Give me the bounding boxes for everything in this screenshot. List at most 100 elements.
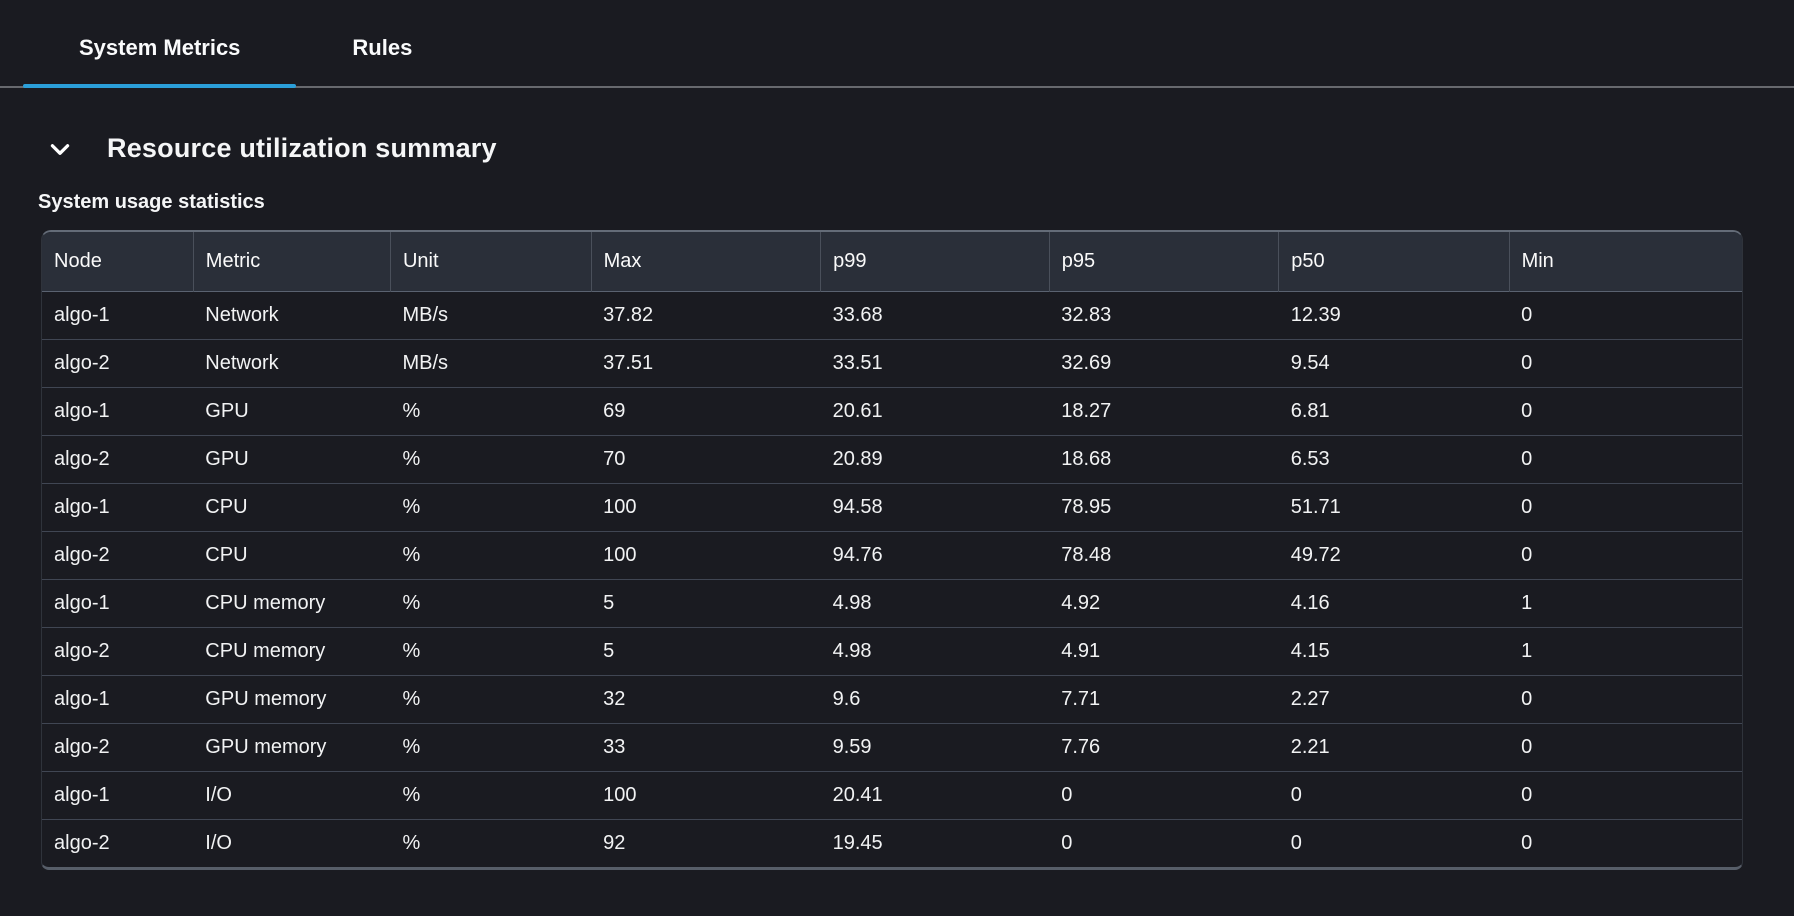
- cell-node: algo-2: [42, 818, 194, 867]
- table-row: algo-2 GPU% 70 20.89 18.68 6.53 0: [42, 434, 1742, 483]
- table-row: algo-2 CPU memory% 5 4.98 4.91 4.15 1: [42, 626, 1742, 675]
- column-header-unit: Unit: [390, 232, 592, 291]
- cell-p95: 0: [1049, 770, 1279, 819]
- cell-metric: CPU: [193, 482, 391, 531]
- cell-node: algo-1: [42, 674, 194, 723]
- cell-min: 1: [1509, 578, 1742, 627]
- table-row: algo-2 Network MB/s 37.51 33.51 32.69 9.54 0: [42, 338, 1742, 387]
- cell-unit: %: [390, 626, 592, 675]
- cell-p50: 12.39: [1278, 290, 1510, 339]
- cell-p95: 78.95: [1049, 482, 1279, 531]
- cell-max: 100: [591, 530, 821, 579]
- cell-node: algo-1: [42, 482, 194, 531]
- cell-node: algo-2: [42, 626, 194, 675]
- cell-p99: 9.6: [820, 674, 1050, 723]
- cell-p99: 20.89: [820, 434, 1050, 483]
- cell-node: algo-2: [42, 338, 194, 387]
- cell-p50: 49.72: [1278, 530, 1510, 579]
- table-row: algo-1 I/O% 100 20.41 0 0 0: [42, 770, 1742, 819]
- system-usage-statistics-table: Node Metric Unit Max p99 p95 p50 Min algo-1 Netw…: [42, 232, 1742, 867]
- cell-max: 100: [591, 482, 821, 531]
- tab-bar: System Metrics Rules: [0, 0, 1794, 88]
- table-body: algo-1 Network MB/s 37.82 33.68 32.83 12.39 0 al…: [42, 290, 1742, 867]
- cell-unit: MB/s: [390, 290, 592, 339]
- cell-node: algo-2: [42, 530, 194, 579]
- cell-metric: GPU memory: [193, 722, 391, 771]
- cell-p50: 6.81: [1278, 386, 1510, 435]
- cell-min: 0: [1509, 290, 1742, 339]
- table-header: Node Metric Unit Max p99 p95 p50 Min: [42, 232, 1742, 291]
- cell-max: 92: [591, 818, 821, 867]
- table-row: algo-2 CPU% 100 94.76 78.48 49.72 0: [42, 530, 1742, 579]
- section-title: Resource utilization summary: [107, 133, 497, 163]
- cell-unit: %: [390, 722, 592, 771]
- cell-p99: 33.51: [820, 338, 1050, 387]
- cell-min: 0: [1509, 530, 1742, 579]
- cell-metric: Network: [193, 338, 391, 387]
- tab-rules[interactable]: Rules: [296, 0, 468, 86]
- cell-max: 37.51: [591, 338, 821, 387]
- section-collapse-toggle[interactable]: Resource utilization summary: [47, 133, 1794, 164]
- cell-p50: 51.71: [1278, 482, 1510, 531]
- cell-metric: GPU: [193, 434, 391, 483]
- chevron-down-icon[interactable]: [47, 136, 73, 162]
- cell-min: 0: [1509, 770, 1742, 819]
- cell-p95: 78.48: [1049, 530, 1279, 579]
- cell-node: algo-1: [42, 578, 194, 627]
- cell-min: 0: [1509, 386, 1742, 435]
- cell-max: 100: [591, 770, 821, 819]
- tab-rules-label: Rules: [352, 35, 413, 60]
- cell-p95: 4.91: [1049, 626, 1279, 675]
- cell-metric: CPU: [193, 530, 391, 579]
- cell-unit: %: [390, 818, 592, 867]
- cell-min: 0: [1509, 818, 1742, 867]
- cell-p50: 0: [1278, 770, 1510, 819]
- cell-unit: %: [390, 386, 592, 435]
- column-header-min: Min: [1509, 232, 1742, 291]
- cell-unit: %: [390, 578, 592, 627]
- cell-p99: 20.61: [820, 386, 1050, 435]
- cell-p50: 6.53: [1278, 434, 1510, 483]
- table-row: algo-2 GPU memory% 33 9.59 7.76 2.21 0: [42, 722, 1742, 771]
- cell-node: algo-2: [42, 434, 194, 483]
- cell-metric: Network: [193, 290, 391, 339]
- cell-metric: GPU: [193, 386, 391, 435]
- cell-min: 0: [1509, 722, 1742, 771]
- cell-metric: CPU memory: [193, 578, 391, 627]
- table-row: algo-1 CPU% 100 94.58 78.95 51.71 0: [42, 482, 1742, 531]
- cell-p95: 4.92: [1049, 578, 1279, 627]
- cell-p99: 33.68: [820, 290, 1050, 339]
- cell-metric: GPU memory: [193, 674, 391, 723]
- cell-unit: MB/s: [390, 338, 592, 387]
- tab-system-metrics-label: System Metrics: [79, 35, 241, 60]
- tab-system-metrics[interactable]: System Metrics: [23, 0, 297, 88]
- cell-p99: 9.59: [820, 722, 1050, 771]
- table-row: algo-1 CPU memory% 5 4.98 4.92 4.16 1: [42, 578, 1742, 627]
- table-row: algo-1 GPU% 69 20.61 18.27 6.81 0: [42, 386, 1742, 435]
- system-usage-table: Node Metric Unit Max p99 p95 p50 Min algo-1 Netw…: [41, 230, 1743, 870]
- cell-max: 70: [591, 434, 821, 483]
- cell-p99: 94.76: [820, 530, 1050, 579]
- cell-unit: %: [390, 434, 592, 483]
- table-row: algo-1 Network MB/s 37.82 33.68 32.83 12.39 0: [42, 290, 1742, 339]
- cell-node: algo-1: [42, 770, 194, 819]
- cell-min: 0: [1509, 338, 1742, 387]
- column-header-p50: p50: [1278, 232, 1510, 291]
- column-header-p95: p95: [1049, 232, 1280, 291]
- cell-unit: %: [390, 530, 592, 579]
- cell-min: 1: [1509, 626, 1742, 675]
- cell-p50: 4.16: [1278, 578, 1510, 627]
- cell-min: 0: [1509, 482, 1742, 531]
- column-header-max: Max: [591, 232, 822, 291]
- column-header-p99: p99: [820, 232, 1050, 291]
- cell-p95: 7.76: [1049, 722, 1279, 771]
- cell-max: 5: [591, 626, 821, 675]
- table-row: algo-2 I/O% 92 19.45 0 0 0: [42, 818, 1742, 867]
- cell-p95: 18.27: [1049, 386, 1279, 435]
- cell-p99: 20.41: [820, 770, 1050, 819]
- cell-unit: %: [390, 770, 592, 819]
- cell-min: 0: [1509, 434, 1742, 483]
- cell-unit: %: [390, 482, 592, 531]
- cell-p50: 4.15: [1278, 626, 1510, 675]
- cell-p99: 19.45: [820, 818, 1050, 867]
